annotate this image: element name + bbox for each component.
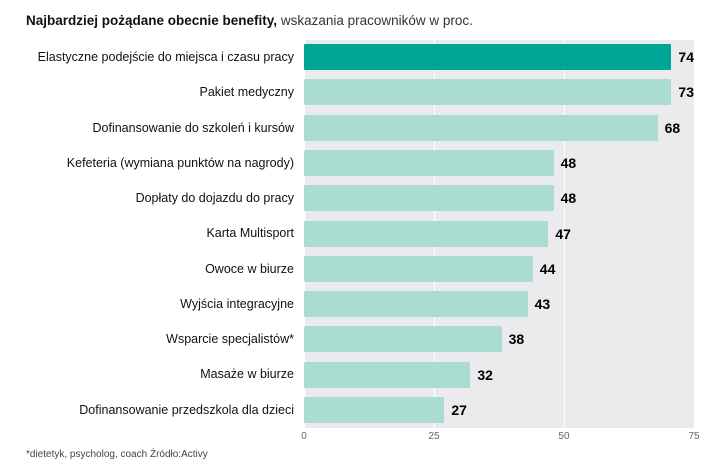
bar: [304, 185, 554, 212]
bar-row: 68: [304, 110, 694, 145]
category-label: Elastyczne podejście do miejsca i czasu …: [37, 49, 294, 64]
value-label: 43: [534, 296, 551, 313]
x-tick-label: 50: [558, 430, 570, 442]
chart-title: Najbardziej pożądane obecnie benefity, w…: [26, 12, 694, 30]
bar: [304, 220, 549, 247]
bar-row: 48: [304, 181, 694, 216]
x-tick-label: 0: [301, 430, 307, 442]
bar-row: 44: [304, 251, 694, 286]
category-labels: Elastyczne podejście do miejsca i czasu …: [26, 40, 304, 428]
value-label: 47: [555, 225, 571, 242]
bar: [304, 396, 445, 423]
bar-row: 74: [304, 40, 694, 75]
category-label: Owoce w biurze: [205, 261, 294, 276]
category-label: Kefeteria (wymiana punktów na nagrody): [66, 155, 294, 170]
value-label: 68: [664, 119, 681, 136]
bar: [304, 79, 672, 106]
gridline: [694, 39, 695, 428]
value-label: 32: [477, 366, 493, 383]
category-label: Dofinansowanie przedszkola dla dzieci: [79, 402, 294, 417]
category-label: Pakiet medyczny: [199, 85, 294, 100]
category-label: Karta Multisport: [206, 226, 294, 241]
bar: [304, 44, 672, 71]
x-axis: 0 25 50 75: [301, 430, 699, 445]
bar-row: 48: [304, 145, 694, 180]
value-label: 74: [678, 49, 694, 66]
x-axis-spacer: [26, 430, 304, 445]
x-axis-row: 0 25 50 75: [26, 430, 699, 445]
value-label: 44: [539, 260, 556, 277]
bar-row: 43: [304, 286, 694, 321]
bar-row: 32: [304, 357, 694, 392]
value-label: 73: [678, 84, 694, 101]
bar: [304, 114, 658, 141]
bar: [304, 361, 471, 388]
bar-chart: Elastyczne podejście do miejsca i czasu …: [26, 39, 695, 428]
x-tick-label: 25: [428, 430, 440, 442]
value-label: 48: [560, 190, 577, 207]
category-label: Wsparcie specjalistów*: [166, 332, 294, 347]
bar-row: 73: [304, 75, 694, 110]
category-label: Dopłaty do dojazdu do pracy: [135, 191, 294, 206]
gridline: [563, 39, 565, 428]
bar: [304, 149, 554, 176]
bar-row: 47: [304, 216, 694, 251]
bar: [304, 291, 528, 318]
value-label: 27: [451, 401, 467, 418]
chart-title-subtitle: wskazania pracowników w proc.: [277, 13, 473, 28]
value-label: 48: [560, 154, 577, 171]
plot-area: 74 73 68 48 48 47 44 43 38 32 27: [304, 39, 695, 428]
value-label: 38: [508, 331, 525, 348]
chart-title-bold: Najbardziej pożądane obecnie benefity,: [26, 13, 278, 28]
footnote: *dietetyk, psycholog, coach Źródło:Activ…: [26, 448, 208, 460]
category-label: Wyjścia integracyjne: [180, 296, 294, 311]
bar: [304, 255, 533, 282]
bar-row: 27: [304, 392, 694, 427]
bar-row: 38: [304, 322, 694, 357]
category-label: Dofinansowanie do szkoleń i kursów: [92, 120, 295, 135]
x-tick-label: 75: [688, 430, 700, 442]
bar: [304, 326, 502, 353]
category-label: Masaże w biurze: [200, 367, 294, 382]
